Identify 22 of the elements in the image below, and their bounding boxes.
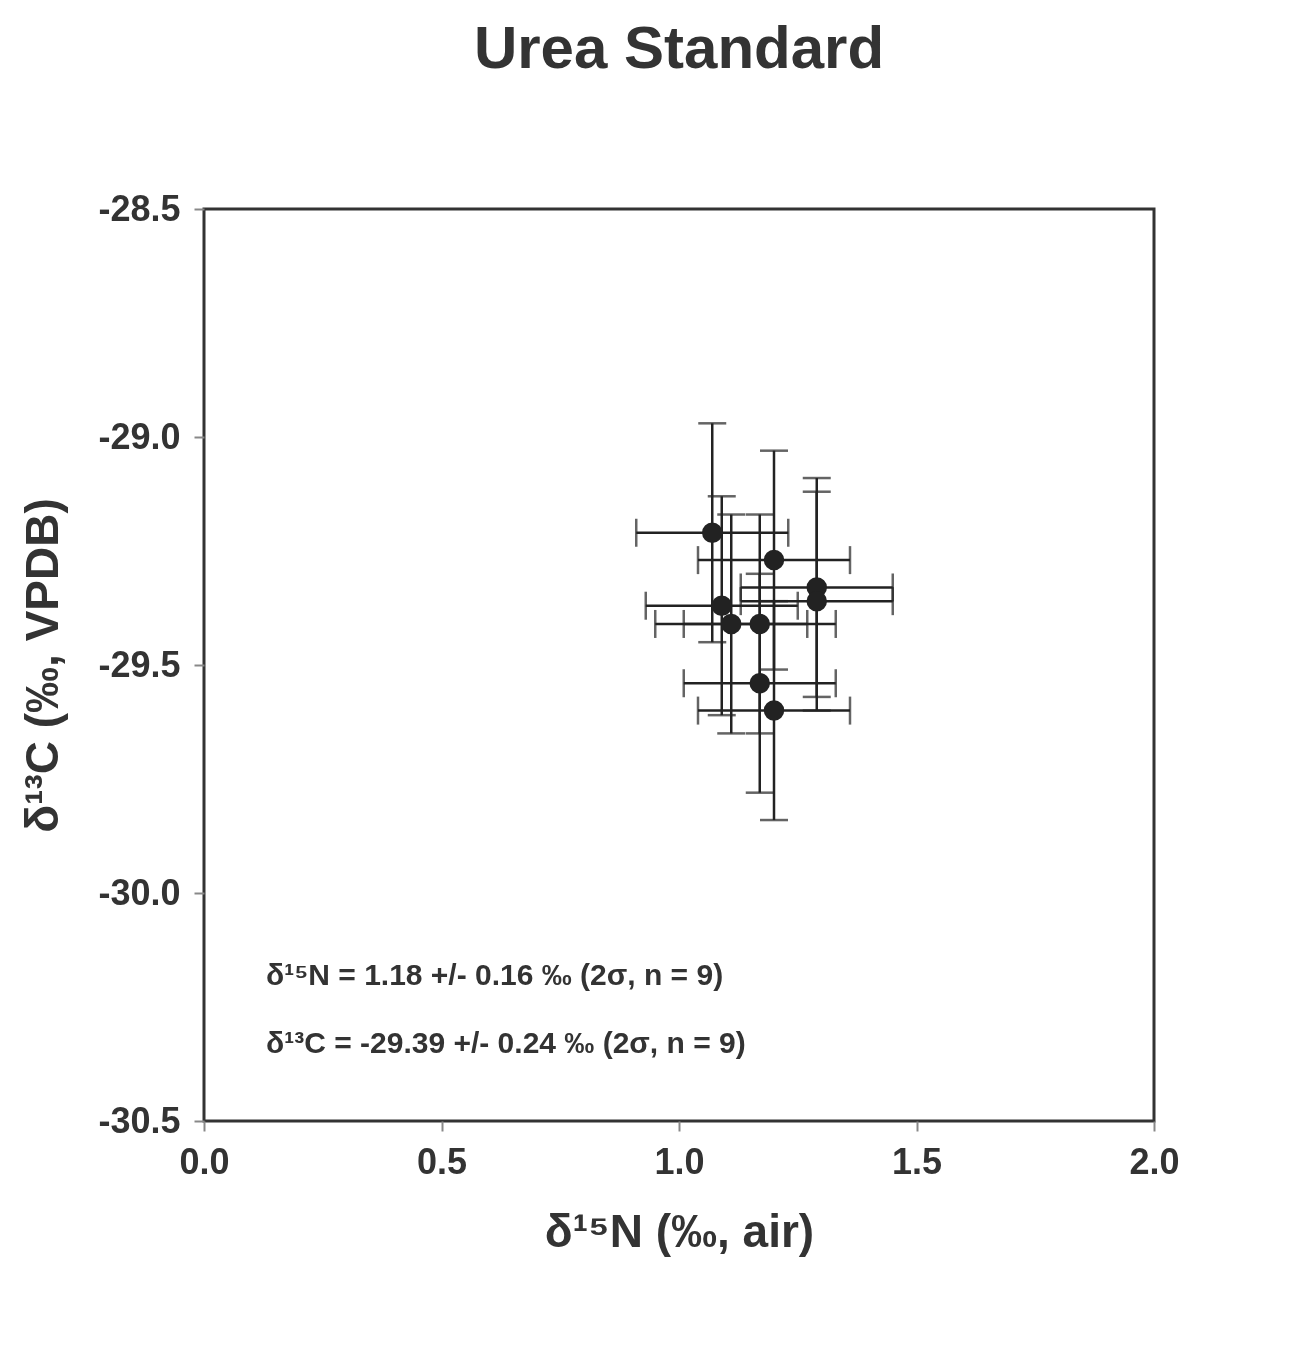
y-tick-label: -30.5 xyxy=(98,1099,181,1141)
x-tick-label: 0.0 xyxy=(179,1140,230,1182)
y-tick-label: -29.0 xyxy=(98,415,181,457)
point xyxy=(721,613,742,635)
x-tick-label: 0.5 xyxy=(416,1140,468,1182)
point xyxy=(763,700,785,721)
y-tick-label: -29.5 xyxy=(98,643,181,685)
point xyxy=(763,549,785,571)
x-tick-label: 1.5 xyxy=(891,1140,943,1182)
y-tick-label: -28.5 xyxy=(98,187,181,229)
point xyxy=(711,595,732,616)
point xyxy=(749,673,770,694)
y-axis-title: δ¹³C (‰, VPDB) xyxy=(16,498,69,833)
annotation: δ¹⁵N = 1.18 +/- 0.16 ‰ (2σ, n = 9) xyxy=(266,958,724,991)
point xyxy=(749,613,770,635)
chart-title: Urea Standard xyxy=(473,14,885,81)
x-axis-title: δ¹⁵N (‰, air) xyxy=(544,1204,815,1257)
x-tick-label: 2.0 xyxy=(1129,1140,1180,1182)
point xyxy=(702,522,723,543)
annotation: δ¹³C = -29.39 +/- 0.24 ‰ (2σ, n = 9) xyxy=(266,1026,746,1059)
x-tick-label: 1.0 xyxy=(654,1140,705,1182)
y-tick-label: -30.0 xyxy=(98,871,181,913)
